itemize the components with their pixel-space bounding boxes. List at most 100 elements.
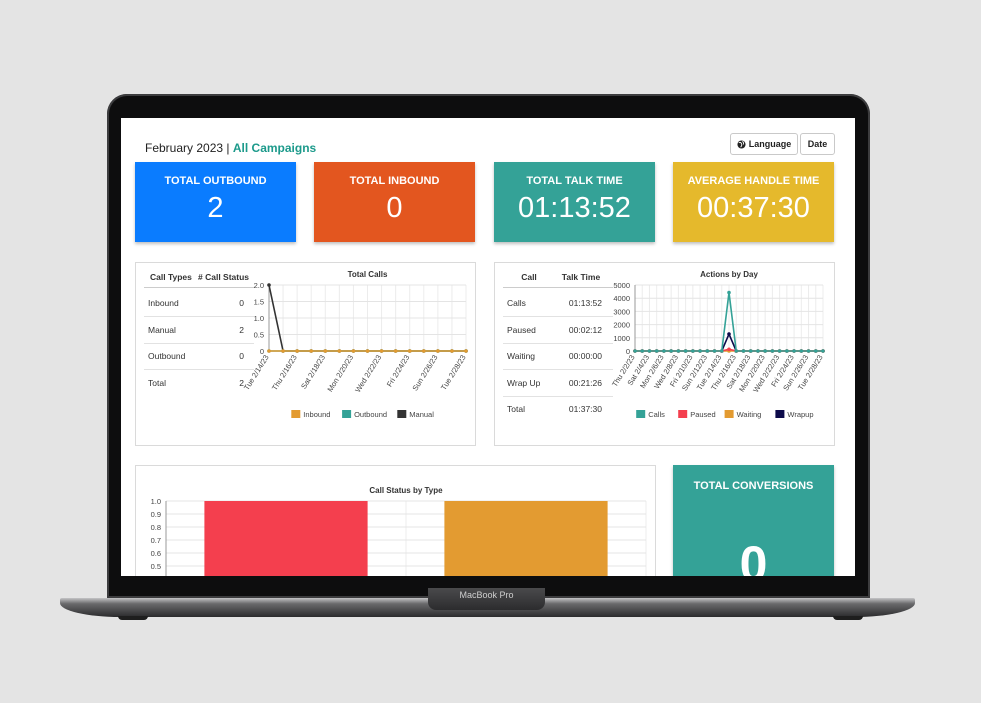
data-point <box>683 349 688 353</box>
data-point <box>436 349 440 353</box>
language-button[interactable]: Language <box>730 133 798 155</box>
kpi-card: AVERAGE HANDLE TIME 00:37:30 <box>673 162 834 242</box>
card-value: 2 <box>207 192 224 224</box>
legend-swatch <box>724 410 734 418</box>
card-value: 0 <box>739 536 768 576</box>
table-cell: 01:13:52 <box>568 298 602 308</box>
data-point <box>763 349 767 353</box>
screen: February 2023 | All Campaigns Language D… <box>121 118 855 576</box>
kpi-card: TOTAL OUTBOUND 2 <box>135 162 296 242</box>
x-tick-label: Tue 2/14/23 <box>242 353 271 391</box>
data-point <box>777 349 782 353</box>
card-label: TOTAL TALK TIME <box>526 175 623 187</box>
data-point <box>712 349 717 353</box>
data-point <box>640 349 645 353</box>
legend-label: Waiting <box>737 410 762 419</box>
actions-panel: Call Talk Time Calls 01:13:52 Paused 00:02:12… <box>494 262 835 446</box>
data-point <box>691 349 695 353</box>
card-label: TOTAL CONVERSIONS <box>693 480 814 492</box>
legend-label: Outbound <box>354 410 387 419</box>
data-point <box>770 349 775 353</box>
data-point <box>633 349 637 353</box>
table-cell: Outbound <box>148 351 186 361</box>
data-point <box>662 349 666 353</box>
data-point <box>719 349 724 353</box>
table-cell: Manual <box>148 325 176 335</box>
table-rule <box>503 396 613 397</box>
data-point <box>741 349 746 353</box>
table-header: Call Types <box>150 272 192 282</box>
campaign[interactable]: All Campaigns <box>232 141 317 155</box>
table-cell: Total <box>507 404 525 414</box>
data-point <box>379 349 384 353</box>
table-cell: Inbound <box>148 298 179 308</box>
device-label: MacBook Pro <box>459 590 514 600</box>
table-rule <box>503 369 613 370</box>
table-rule <box>144 343 254 344</box>
data-point <box>323 349 328 353</box>
period: February 2023 <box>145 141 224 155</box>
y-tick-label: 0 <box>260 347 264 356</box>
data-point <box>756 349 760 353</box>
table-cell: 00:21:26 <box>568 378 602 388</box>
data-point <box>407 349 412 353</box>
data-point <box>813 349 818 353</box>
table-cell: Waiting <box>507 351 536 361</box>
legend-swatch <box>636 410 646 418</box>
data-point <box>785 349 789 353</box>
x-tick-label: Sun 2/26/23 <box>410 353 439 392</box>
table-rule <box>503 343 613 344</box>
data-point <box>734 349 739 353</box>
table-cell: 0 <box>239 298 244 308</box>
call-types-panel: Call Types # Call Status Inbound 0 Manual 2 Ou… <box>135 262 476 446</box>
table-header: Talk Time <box>561 272 601 282</box>
y-tick-label: 5000 <box>613 281 630 290</box>
data-point <box>365 349 370 353</box>
y-tick-label: 0.6 <box>151 549 161 558</box>
y-tick-label: 0.5 <box>151 562 161 571</box>
table-cell: 00:00:00 <box>568 351 602 361</box>
data-point <box>337 349 342 353</box>
chart: Call Status by Type 0.4 0.5 0.6 0.7 0.8 0.9 1.0 <box>151 486 647 576</box>
table-rule <box>144 316 254 317</box>
data-point <box>669 349 673 353</box>
x-tick-label: Mon 2/20/23 <box>325 353 355 393</box>
table-header: # Call Status <box>198 272 250 282</box>
dashboard-heading: February 2023 | All Campaigns <box>145 141 316 155</box>
kpi-card: TOTAL TALK TIME 01:13:52 <box>494 162 655 242</box>
y-tick-label: 1.5 <box>254 298 264 307</box>
chart-title: Actions by Day <box>700 270 758 279</box>
y-tick-label: 0.9 <box>151 510 161 519</box>
table-cell: 2 <box>239 378 244 388</box>
y-tick-label: 0.8 <box>151 523 161 532</box>
legend-label: Calls <box>648 410 665 419</box>
y-tick-label: 2000 <box>613 321 630 330</box>
data-point <box>464 349 468 353</box>
x-tick-label: Thu 2/16/23 <box>270 353 299 392</box>
button-label: Date <box>807 139 828 149</box>
table-cell: Paused <box>507 325 536 335</box>
call-status-panel: Call Status by Type 0.4 0.5 0.6 0.7 0.8 0.9 1.0 <box>135 465 656 576</box>
y-tick-label: 0.7 <box>151 536 161 545</box>
globe-icon <box>737 139 746 149</box>
date-button[interactable]: Date <box>800 133 835 155</box>
x-tick-label: Sat 2/18/23 <box>299 353 327 390</box>
data-point <box>654 349 659 353</box>
table-cell: Total <box>148 378 166 388</box>
laptop-foot <box>118 616 148 620</box>
data-point <box>309 349 314 353</box>
table-cell: Wrap Up <box>507 378 541 388</box>
card-label: TOTAL OUTBOUND <box>164 175 267 187</box>
legend-swatch <box>397 410 407 418</box>
data-point <box>748 349 753 353</box>
data-point <box>393 349 398 353</box>
data-point <box>676 349 681 353</box>
chart: Total Calls 0 0.5 1.0 1.5 2.0 Tue 2/14/23 Thu 2… <box>242 270 468 419</box>
y-tick-label: 1000 <box>613 334 630 343</box>
data-point <box>806 349 811 353</box>
x-tick-label: Wed 2/22/23 <box>353 353 383 394</box>
table-rule <box>144 287 254 288</box>
table-cell: 0 <box>239 351 244 361</box>
data-point <box>281 349 285 353</box>
